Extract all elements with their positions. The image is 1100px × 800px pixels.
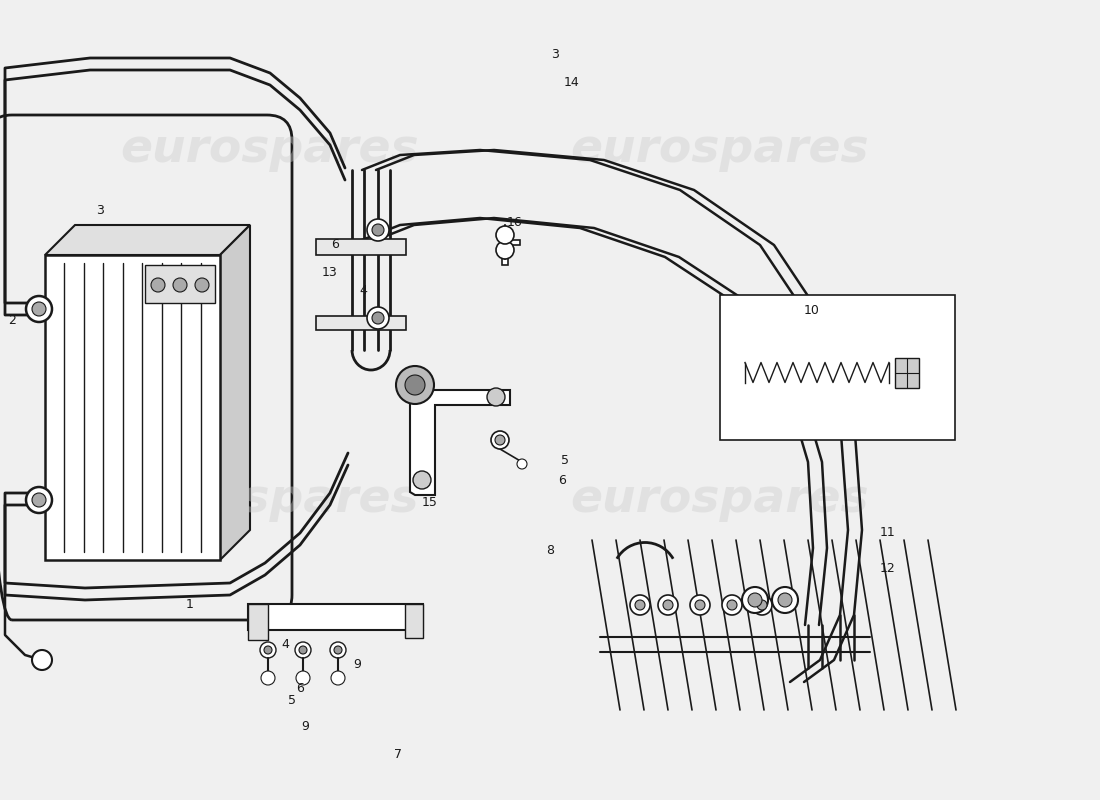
Circle shape — [405, 375, 425, 395]
Text: 1: 1 — [186, 598, 194, 611]
Circle shape — [748, 593, 762, 607]
Circle shape — [32, 493, 46, 507]
Text: 5: 5 — [288, 694, 296, 706]
Text: 6: 6 — [558, 474, 565, 486]
Circle shape — [658, 595, 678, 615]
Circle shape — [772, 587, 798, 613]
Circle shape — [26, 296, 52, 322]
Bar — [720, 295, 955, 440]
Circle shape — [367, 219, 389, 241]
Circle shape — [742, 587, 768, 613]
Bar — [45, 255, 220, 560]
Circle shape — [264, 646, 272, 654]
Circle shape — [372, 224, 384, 236]
Text: 3: 3 — [551, 49, 559, 62]
Circle shape — [727, 600, 737, 610]
Circle shape — [722, 595, 742, 615]
Text: 4: 4 — [359, 283, 367, 297]
Circle shape — [296, 671, 310, 685]
Circle shape — [151, 278, 165, 292]
Bar — [895, 358, 918, 387]
Bar — [316, 316, 406, 330]
Text: eurospares: eurospares — [571, 127, 869, 173]
Text: 6: 6 — [331, 238, 339, 251]
Text: 15: 15 — [422, 495, 438, 509]
Circle shape — [32, 302, 46, 316]
Text: 5: 5 — [561, 454, 569, 466]
Text: 7: 7 — [394, 749, 402, 762]
Text: 8: 8 — [546, 543, 554, 557]
Circle shape — [26, 487, 52, 513]
Circle shape — [757, 600, 767, 610]
Circle shape — [496, 226, 514, 244]
Circle shape — [690, 595, 710, 615]
Circle shape — [663, 600, 673, 610]
Text: eurospares: eurospares — [121, 478, 419, 522]
Text: eurospares: eurospares — [121, 127, 419, 173]
Text: 9: 9 — [301, 719, 309, 733]
Bar — [405, 604, 424, 638]
Circle shape — [260, 642, 276, 658]
Text: 6: 6 — [296, 682, 304, 694]
Polygon shape — [410, 390, 510, 495]
Circle shape — [295, 642, 311, 658]
Text: 4: 4 — [282, 638, 289, 651]
Polygon shape — [502, 240, 520, 265]
Bar — [248, 604, 268, 640]
Text: 13: 13 — [322, 266, 338, 278]
Circle shape — [495, 435, 505, 445]
Text: 11: 11 — [880, 526, 895, 538]
Circle shape — [299, 646, 307, 654]
Text: 3: 3 — [96, 203, 103, 217]
Circle shape — [695, 600, 705, 610]
Text: 9: 9 — [353, 658, 361, 671]
Polygon shape — [220, 225, 250, 560]
Circle shape — [517, 459, 527, 469]
Circle shape — [778, 593, 792, 607]
Circle shape — [331, 671, 345, 685]
Circle shape — [330, 642, 346, 658]
Circle shape — [752, 595, 772, 615]
Circle shape — [630, 595, 650, 615]
Text: 2: 2 — [8, 314, 15, 326]
Circle shape — [261, 671, 275, 685]
Bar — [145, 265, 214, 303]
Circle shape — [372, 312, 384, 324]
Text: 10: 10 — [804, 303, 820, 317]
Circle shape — [496, 241, 514, 259]
Polygon shape — [45, 225, 250, 255]
Text: eurospares: eurospares — [571, 478, 869, 522]
Circle shape — [487, 388, 505, 406]
Bar — [248, 604, 424, 630]
Bar — [316, 239, 406, 255]
Circle shape — [334, 646, 342, 654]
Circle shape — [32, 650, 52, 670]
Text: 12: 12 — [880, 562, 895, 574]
Circle shape — [195, 278, 209, 292]
Circle shape — [412, 471, 431, 489]
Circle shape — [173, 278, 187, 292]
Circle shape — [396, 366, 435, 404]
Circle shape — [491, 431, 509, 449]
Circle shape — [635, 600, 645, 610]
Text: 14: 14 — [564, 75, 580, 89]
Circle shape — [367, 307, 389, 329]
Text: 16: 16 — [507, 215, 522, 229]
